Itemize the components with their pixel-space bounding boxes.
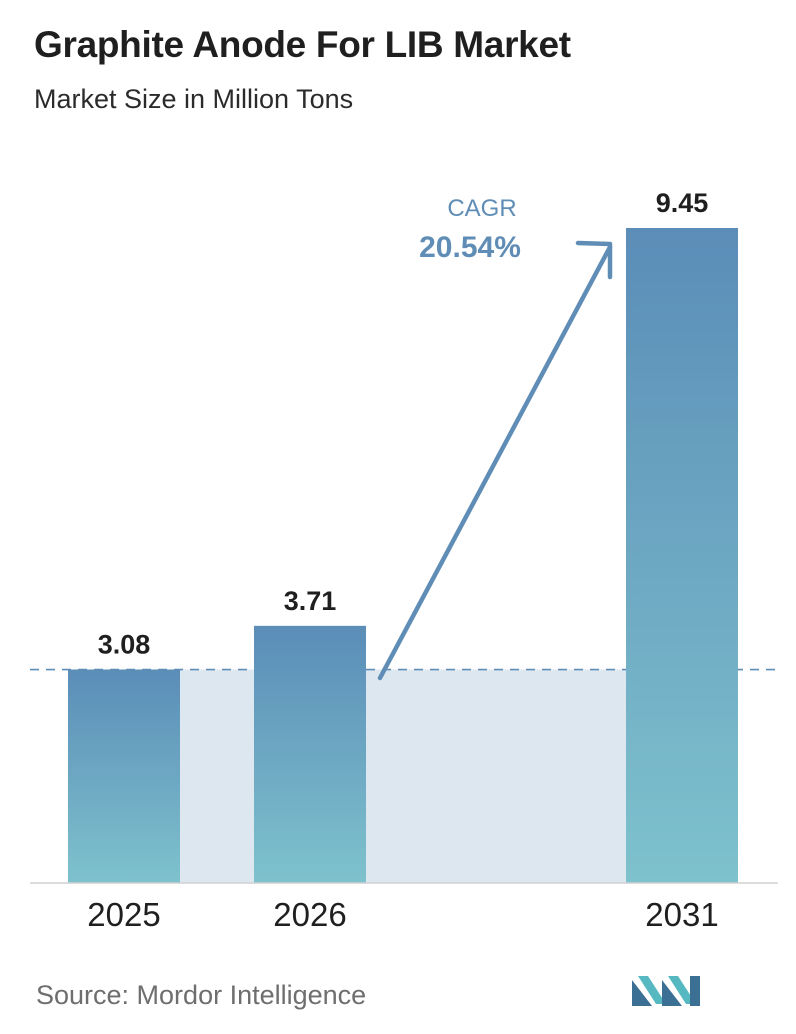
chart-subtitle: Market Size in Million Tons: [34, 84, 354, 114]
x-tick-label-2026: 2026: [273, 896, 346, 933]
chart-title: Graphite Anode For LIB Market: [34, 24, 571, 65]
x-tick-label-2025: 2025: [87, 896, 160, 933]
value-label-2026: 3.71: [284, 586, 337, 616]
value-label-2025: 3.08: [98, 630, 151, 660]
bar-chart: 3.08 2025 3.71 2026 9.45 2031 CAGR 20.54%: [30, 188, 778, 933]
bar-2025: [68, 669, 180, 883]
mordor-intelligence-logo: [632, 976, 700, 1006]
bar-2031: [626, 228, 738, 883]
cagr-value: 20.54%: [419, 231, 521, 264]
cagr-label: CAGR: [447, 195, 516, 222]
cagr-arrow: [377, 244, 613, 681]
bar-2026: [254, 625, 366, 883]
value-label-2031: 9.45: [656, 188, 709, 218]
x-tick-label-2031: 2031: [645, 896, 718, 933]
cagr-arrow-head: [575, 240, 613, 280]
source-text: Source: Mordor Intelligence: [36, 980, 367, 1010]
